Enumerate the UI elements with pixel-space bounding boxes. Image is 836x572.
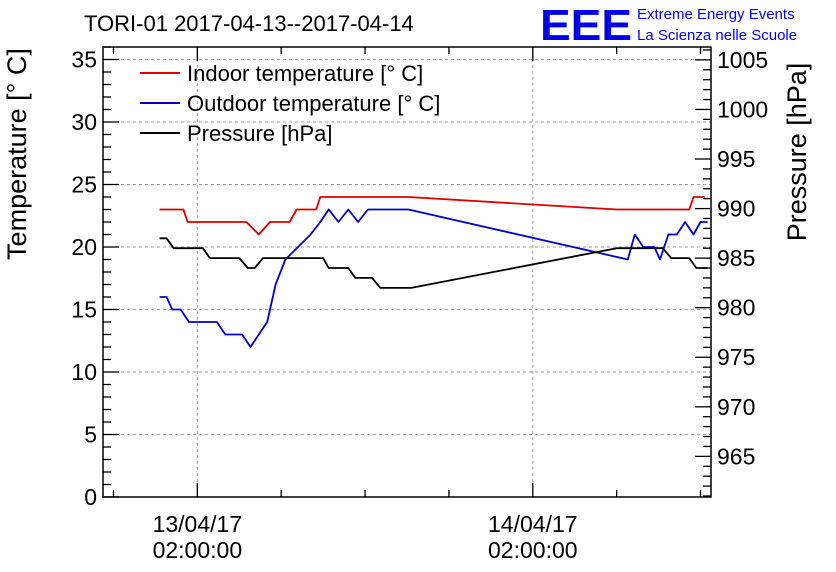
brand-line-1: Extreme Energy Events bbox=[637, 6, 795, 23]
y-left-axis-label: Temperature [° C] bbox=[2, 48, 32, 260]
y-left-tick-label: 0 bbox=[84, 484, 97, 510]
x-tick-label-date: 13/04/17 bbox=[153, 511, 243, 537]
legend-label-indoor-temperature-c: Indoor temperature [° C] bbox=[187, 61, 423, 86]
y-left-tick-label: 15 bbox=[71, 297, 97, 323]
y-left-tick-label: 30 bbox=[71, 109, 97, 135]
y-left-tick-label: 5 bbox=[84, 422, 97, 448]
y-left-tick-label: 20 bbox=[71, 234, 97, 260]
series-layer bbox=[159, 196, 708, 348]
eee-logo: EEE bbox=[540, 1, 632, 50]
y-left-tick-label: 25 bbox=[71, 172, 97, 198]
y-right-tick-label: 1000 bbox=[717, 96, 768, 122]
y-right-tick-label: 990 bbox=[717, 196, 755, 222]
series-line-outdoor-temperature-c bbox=[159, 208, 708, 348]
brand-line-2: La Scienza nelle Scuole bbox=[637, 27, 797, 44]
chart-title: TORI-01 2017-04-13--2017-04-14 bbox=[84, 11, 414, 36]
y-right-tick-label: 985 bbox=[717, 245, 755, 271]
x-tick-label-time: 02:00:00 bbox=[488, 537, 578, 563]
series-line-indoor-temperature-c bbox=[159, 196, 705, 236]
series-line-pressure-hpa bbox=[159, 237, 708, 289]
y-right-tick-label: 975 bbox=[717, 344, 755, 370]
legend-label-pressure-hpa: Pressure [hPa] bbox=[187, 121, 333, 146]
x-tick-label-date: 14/04/17 bbox=[488, 511, 578, 537]
legend-label-outdoor-temperature-c: Outdoor temperature [° C] bbox=[187, 91, 440, 116]
y-right-tick-label: 995 bbox=[717, 146, 755, 172]
y-left-tick-label: 10 bbox=[71, 359, 97, 385]
y-left-tick-label: 35 bbox=[71, 47, 97, 73]
y-right-tick-label: 965 bbox=[717, 443, 755, 469]
x-tick-label-time: 02:00:00 bbox=[153, 537, 243, 563]
grid-layer bbox=[103, 47, 711, 497]
legend: Indoor temperature [° C] Outdoor temperat… bbox=[140, 61, 440, 146]
y-right-tick-label: 970 bbox=[717, 394, 755, 420]
y-right-tick-label: 1005 bbox=[717, 47, 768, 73]
tick-layer: 13/04/1702:00:0014/04/1702:00:0005101520… bbox=[71, 46, 768, 563]
y-right-axis-label: Pressure [hPa] bbox=[782, 63, 812, 242]
y-right-tick-label: 980 bbox=[717, 295, 755, 321]
